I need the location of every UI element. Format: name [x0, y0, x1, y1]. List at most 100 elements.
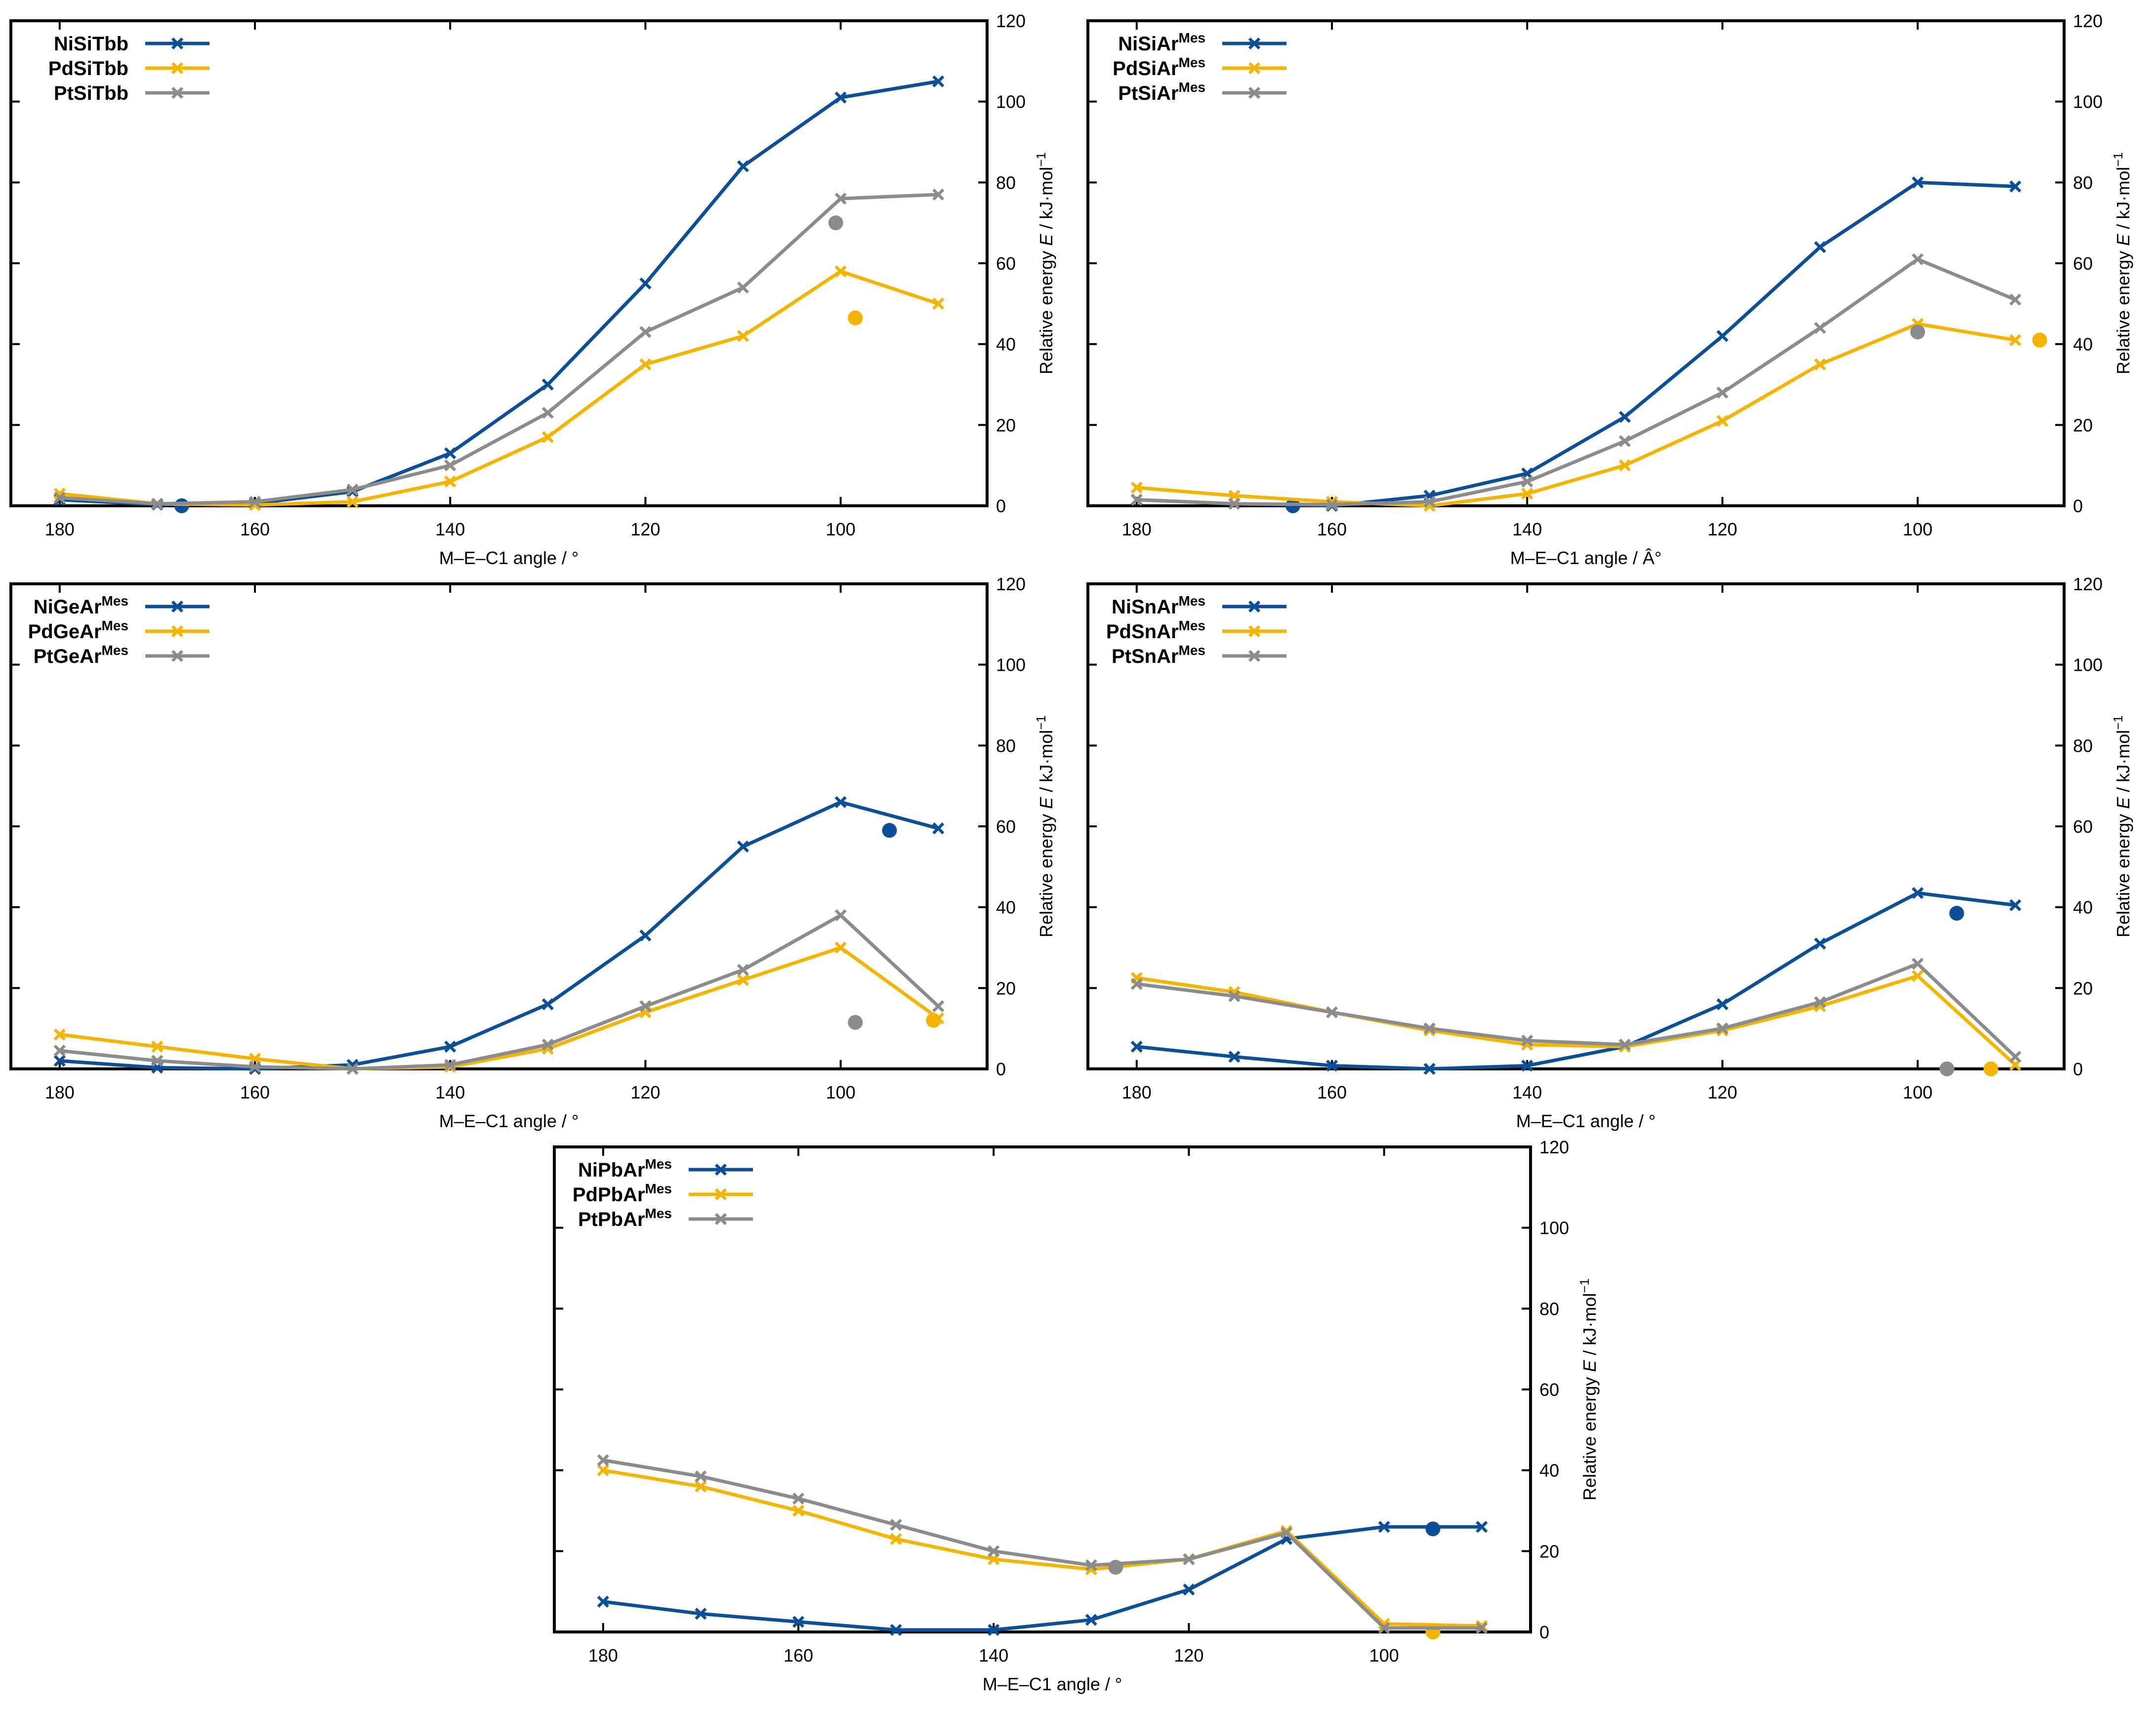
data-point-PtSnArMes — [1716, 1022, 1729, 1035]
data-point-NiSiTbb — [639, 277, 652, 290]
data-point-PdPbArMes — [597, 1464, 609, 1476]
reference-dot-PtPbArMes — [1108, 1560, 1123, 1575]
y-tick-label: 40 — [1539, 1461, 1559, 1481]
x-tick-label: 160 — [240, 1082, 270, 1102]
y-axis-label-unit: / kJ·mol — [2113, 730, 2133, 797]
legend-marker-PdSnArMes — [1248, 625, 1261, 638]
data-point-NiPbArMes — [597, 1595, 609, 1608]
x-axis-label: M–E–C1 angle / Â° — [1510, 548, 1662, 568]
y-tick-label: 80 — [2073, 172, 2093, 193]
data-point-NiPbArMes — [792, 1616, 805, 1628]
data-point-PtGeArMes — [932, 1000, 945, 1013]
x-tick-label: 120 — [1707, 1082, 1737, 1102]
legend-label-PdGeArMes: PdGeArMes — [28, 618, 128, 643]
reference-dot-PdSiTbb — [848, 310, 863, 326]
legend-label-base: PdSnAr — [1106, 621, 1179, 643]
data-point-PtPbArMes — [1476, 1622, 1488, 1634]
y-axis-label-unit: / kJ·mol — [1579, 1293, 1600, 1360]
data-point-PtSiArMes — [1521, 475, 1534, 488]
legend-marker-PdGeArMes — [171, 625, 184, 638]
legend-label-sup: Mes — [645, 1156, 672, 1172]
y-tick-label: 0 — [1539, 1622, 1549, 1642]
y-tick-label: 40 — [996, 334, 1016, 355]
data-point-NiGeArMes — [834, 796, 847, 809]
x-tick-label: 180 — [1122, 1082, 1152, 1102]
x-tick-label: 100 — [1369, 1645, 1399, 1666]
data-point-PtSnArMes — [1130, 978, 1143, 990]
legend-marker-NiPbArMes — [714, 1163, 727, 1176]
data-point-PdGeArMes — [737, 974, 749, 986]
y-tick-label: 100 — [2073, 92, 2103, 112]
y-tick-label: 120 — [2073, 11, 2103, 31]
data-point-PdSiArMes — [1814, 358, 1826, 370]
data-point-PdSiArMes — [2009, 334, 2022, 346]
y-tick-label: 0 — [2073, 1059, 2083, 1079]
y-tick-label: 120 — [996, 11, 1026, 31]
data-point-PtPbArMes — [1280, 1527, 1293, 1539]
x-tick-label: 120 — [630, 1082, 660, 1102]
y-tick-label: 120 — [2073, 574, 2103, 594]
y-axis-label-exponent: −1 — [2111, 152, 2125, 167]
legend-label-PtSiTbb: PtSiTbb — [54, 82, 128, 104]
y-tick-label: 20 — [996, 415, 1016, 435]
data-point-PtGeArMes — [249, 1060, 261, 1073]
legend-label-PdSiTbb: PdSiTbb — [48, 58, 128, 80]
chart-panel-GeArMes: 180 160 140 120 100 0 20 40 60 80 100 120 M–E–C1 ang… — [9, 574, 1056, 1131]
y-axis-label-var: E — [1579, 1360, 1600, 1372]
legend-label-base: PdSiAr — [1113, 58, 1178, 80]
legend-label-base: NiSnAr — [1112, 596, 1179, 618]
series-PdGeArMes — [53, 941, 945, 1075]
data-point-PdSiArMes — [1130, 482, 1143, 494]
legend-label-PtPbArMes: PtPbArMes — [578, 1206, 672, 1230]
data-point-PtSiTbb — [444, 459, 456, 472]
data-point-PtSiTbb — [249, 495, 261, 508]
series-line-PtPbArMes — [603, 1458, 1482, 1630]
y-tick-label: 80 — [996, 735, 1016, 756]
y-axis-label-prefix: Relative energy — [1579, 1372, 1600, 1501]
data-point-NiGeArMes — [541, 998, 554, 1011]
x-tick-label: 140 — [435, 519, 465, 539]
x-tick-label: 140 — [435, 1082, 465, 1102]
y-axis-label: Relative energy E / kJ·mol−1 — [1034, 715, 1056, 937]
data-point-PtSnArMes — [1228, 990, 1241, 1002]
data-point-PdSiTbb — [541, 431, 554, 444]
series-line-NiPbArMes — [603, 1525, 1482, 1632]
data-point-PtSnArMes — [1814, 996, 1826, 1009]
series-PtSiTbb — [53, 188, 945, 510]
y-axis-label-var: E — [1036, 797, 1056, 809]
data-point-PtPbArMes — [792, 1492, 805, 1505]
y-tick-label: 120 — [996, 574, 1026, 594]
legend-label-sup: Mes — [1179, 643, 1205, 658]
y-tick-label: 60 — [2073, 253, 2093, 274]
y-axis-label-exponent: −1 — [1577, 1278, 1592, 1293]
y-tick-label: 100 — [1539, 1218, 1569, 1238]
legend-label-base: PtPbAr — [578, 1209, 645, 1230]
data-point-NiSnArMes — [1423, 1062, 1436, 1075]
data-point-PdGeArMes — [151, 1040, 164, 1053]
data-point-PdSiTbb — [639, 358, 652, 370]
data-point-NiSiArMes — [1814, 241, 1826, 253]
data-point-NiSnArMes — [1911, 887, 1924, 899]
reference-dot-PtSiTbb — [828, 215, 843, 231]
legend-label-base: PdPbAr — [573, 1184, 645, 1206]
data-point-PdSiArMes — [1716, 415, 1729, 427]
legend-marker-PtGeArMes — [171, 650, 184, 662]
data-point-NiPbArMes — [1378, 1521, 1390, 1533]
data-point-PdSiTbb — [834, 265, 847, 278]
data-point-PtGeArMes — [53, 1045, 66, 1057]
legend-label-sup: Mes — [1179, 55, 1205, 70]
legend-label-PdSnArMes: PdSnArMes — [1106, 618, 1205, 643]
data-point-NiSiArMes — [1618, 410, 1631, 423]
x-tick-label: 180 — [45, 1082, 75, 1102]
data-point-PtSnArMes — [1423, 1022, 1436, 1035]
data-point-NiSiTbb — [932, 75, 945, 87]
data-point-PtSiArMes — [1716, 386, 1729, 399]
y-tick-label: 40 — [2073, 334, 2093, 355]
data-point-PtSiArMes — [1228, 497, 1241, 510]
y-tick-label: 60 — [1539, 1380, 1559, 1400]
series-PtSiArMes — [1130, 253, 2022, 511]
y-axis-label-var: E — [1036, 234, 1056, 246]
data-point-PtGeArMes — [346, 1062, 359, 1075]
data-point-PtSiTbb — [737, 281, 749, 294]
data-point-PtPbArMes — [1183, 1553, 1195, 1565]
